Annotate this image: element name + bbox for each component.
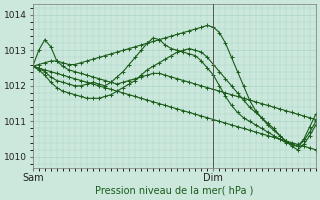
X-axis label: Pression niveau de la mer( hPa ): Pression niveau de la mer( hPa ) [95,186,253,196]
